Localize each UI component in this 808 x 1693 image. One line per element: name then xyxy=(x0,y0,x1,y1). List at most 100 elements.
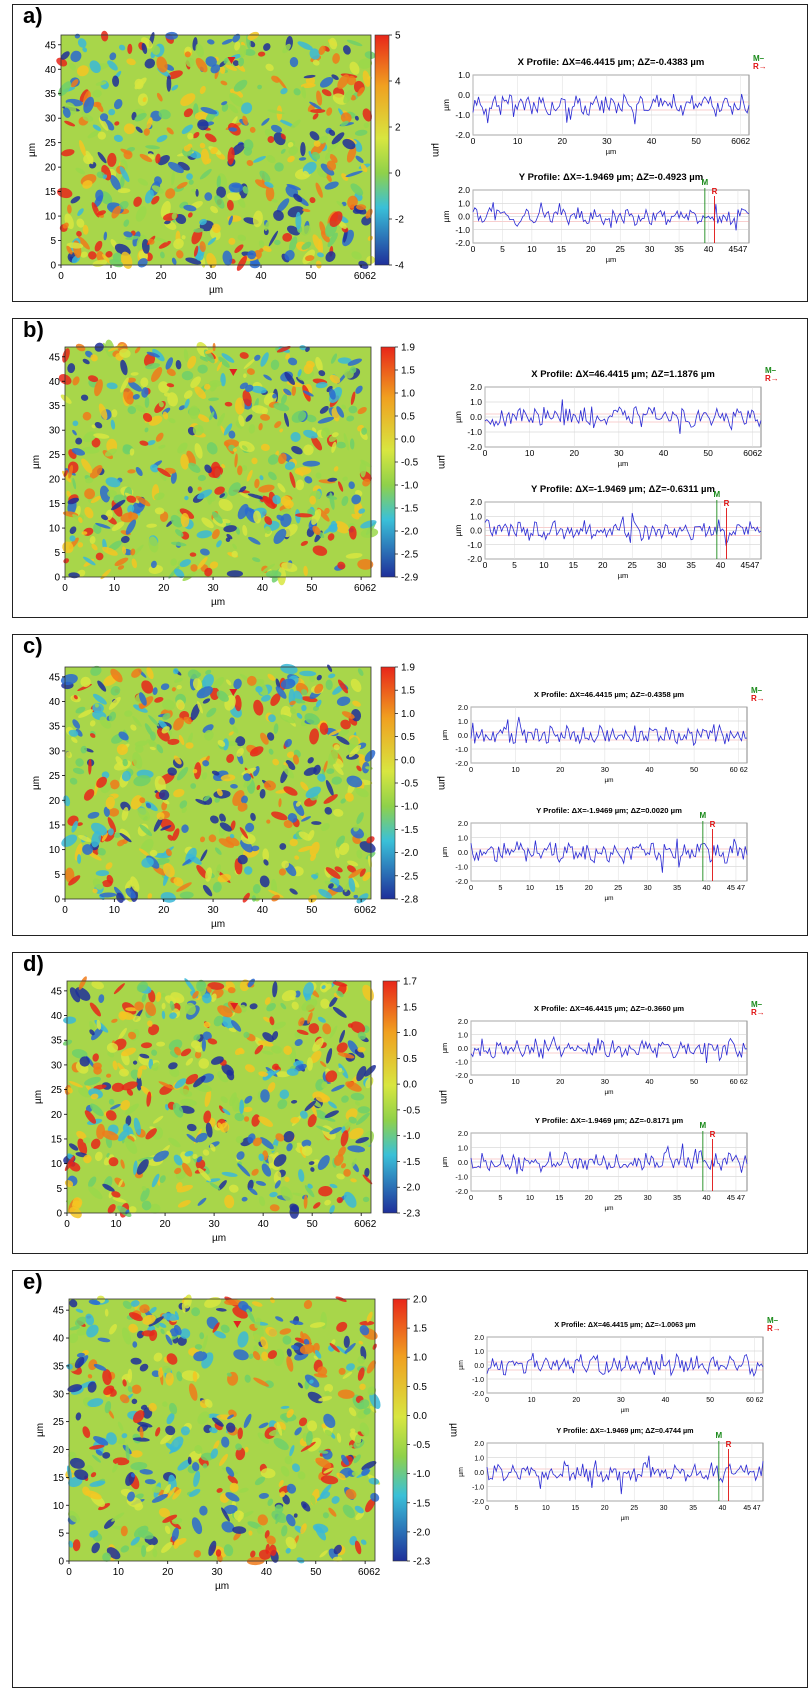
profile-y-tick-label: -1.0 xyxy=(472,1377,484,1384)
profile-y-tick-label: 1.0 xyxy=(458,1031,468,1040)
profile-x-tick-label: 4547 xyxy=(728,244,747,254)
map-y-axis-label: µm xyxy=(31,776,42,790)
map-x-tick-label: 40 xyxy=(257,905,269,916)
profile-y-axis-label: µm xyxy=(440,847,449,857)
colorbar-label: µm xyxy=(438,1090,449,1104)
profile-x-tick-label: 35 xyxy=(686,560,696,570)
profile-marker-icon xyxy=(229,369,238,376)
profile-y-tick-label: 1.0 xyxy=(458,198,470,208)
profile-x-tick-label: 10 xyxy=(526,883,534,892)
profile-y-axis-label: µm xyxy=(440,1043,449,1053)
profile-y-tick-label: -2.0 xyxy=(455,238,470,248)
profile-y-tick-label: 2.0 xyxy=(474,1441,484,1448)
profile-x-tick-label: 30 xyxy=(657,560,667,570)
map-x-tick-label: 20 xyxy=(158,583,170,594)
profile-y-tick-label: 2.0 xyxy=(470,382,482,392)
map-y-tick-label: 20 xyxy=(49,475,61,486)
map-x-tick-label: 50 xyxy=(305,271,317,282)
colorbar-tick-label: -2.5 xyxy=(401,871,419,882)
x-profile-plot: X Profile: ΔX=46.4415 µm; ΔZ=1.1876 µm 2.… xyxy=(453,366,779,468)
r-cursor-label: R xyxy=(712,187,718,196)
map-y-tick-label: 40 xyxy=(45,65,57,76)
map-y-tick-label: 35 xyxy=(49,722,61,733)
colorbar-tick-label: 5 xyxy=(395,31,401,42)
colorbar-tick-label: 2 xyxy=(395,123,401,134)
map-y-tick-label: 0 xyxy=(56,1209,62,1220)
profile-x-tick-label: 10 xyxy=(528,1397,536,1404)
colorbar-tick-label: 0 xyxy=(395,169,401,180)
profile-line xyxy=(470,838,748,873)
map-y-tick-label: 30 xyxy=(49,746,61,757)
profile-x-tick-label: 0 xyxy=(471,136,476,146)
profile-x-tick-label: 20 xyxy=(598,560,608,570)
map-y-tick-label: 5 xyxy=(56,1184,62,1195)
map-y-tick-label: 0 xyxy=(50,261,56,272)
colorbar-tick-label: -1.0 xyxy=(413,1469,431,1480)
colorbar-tick-label: 1.0 xyxy=(413,1353,427,1364)
map-y-tick-label: 15 xyxy=(45,187,57,198)
panel-figure: 0 10 20 30 40 50 6062051015202530354045µmµm1.9… xyxy=(31,339,779,608)
surface-map-frame xyxy=(68,1298,376,1562)
y-profile-title: Y Profile: ΔX=-1.9469 µm; ΔZ=0.0020 µm xyxy=(536,806,682,815)
profile-x-tick-label: 20 xyxy=(556,765,564,774)
profile-line xyxy=(470,1143,748,1175)
colorbar-tick-label: -2.5 xyxy=(401,550,419,561)
profile-x-tick-label: 60 62 xyxy=(730,765,748,774)
legend-m: M– xyxy=(767,1316,779,1325)
profile-y-tick-label: 1.0 xyxy=(458,70,470,80)
profile-y-tick-label: 2.0 xyxy=(458,703,468,712)
profile-line xyxy=(470,716,748,747)
profile-x-tick-label: 5 xyxy=(515,1505,519,1512)
profile-x-tick-label: 15 xyxy=(557,244,567,254)
map-y-tick-label: 15 xyxy=(51,1134,63,1145)
map-y-tick-label: 0 xyxy=(54,895,60,906)
profile-x-tick-label: 10 xyxy=(525,448,535,458)
profile-y-tick-label: 0.0 xyxy=(458,731,468,740)
profile-y-tick-label: -1.0 xyxy=(455,110,470,120)
map-y-tick-label: 20 xyxy=(51,1110,63,1121)
map-x-axis-label: µm xyxy=(212,1233,226,1244)
surface-texture xyxy=(60,663,376,904)
colorbar xyxy=(382,980,398,1214)
map-x-tick-label: 40 xyxy=(255,271,267,282)
profile-x-tick-label: 30 xyxy=(617,1397,625,1404)
map-x-tick-label: 10 xyxy=(110,1219,122,1230)
profile-x-tick-label: 20 xyxy=(585,883,593,892)
profile-y-tick-label: 0.0 xyxy=(458,90,470,100)
map-x-tick-label: 10 xyxy=(105,271,117,282)
profile-y-tick-label: -2.0 xyxy=(467,554,482,564)
profile-x-tick-label: 40 xyxy=(719,1505,727,1512)
surface-texture xyxy=(56,30,376,271)
x-profile-plot: X Profile: ΔX=46.4415 µm; ΔZ=-0.3660 µm 2… xyxy=(440,1000,765,1096)
map-x-tick-label: 30 xyxy=(205,271,217,282)
surface-texture xyxy=(58,339,379,586)
profile-y-tick-label: 1.0 xyxy=(470,397,482,407)
profile-x-tick-label: 10 xyxy=(513,136,523,146)
profile-x-tick-label: 15 xyxy=(569,560,579,570)
map-x-tick-label: 20 xyxy=(155,271,167,282)
surface-map xyxy=(62,976,376,1219)
colorbar-tick-label: 1.9 xyxy=(401,343,415,354)
profile-x-tick-label: 5 xyxy=(512,560,517,570)
surface-map-frame xyxy=(64,346,372,578)
x-profile-plot: X Profile: ΔX=46.4415 µm; ΔZ=-1.0063 µm 2… xyxy=(458,1316,781,1414)
map-x-tick-label: 0 xyxy=(58,271,64,282)
colorbar-tick-label: -1.0 xyxy=(401,481,419,492)
profile-y-tick-label: 1.0 xyxy=(470,511,482,521)
profile-x-tick-label: 40 xyxy=(716,560,726,570)
profile-y-tick-label: 0.0 xyxy=(458,1044,468,1053)
colorbar-tick-label: 1.0 xyxy=(401,389,415,400)
profile-x-tick-label: 0 xyxy=(471,244,476,254)
profile-x-tick-label: 30 xyxy=(601,1077,609,1086)
profile-x-tick-label: 35 xyxy=(673,1193,681,1202)
panel-c: c) 0 10 20 30 40 50 6062 0 5 10 15 20 25 30 35 40 45 µm µm… xyxy=(12,633,808,936)
colorbar-tick-label: -1.0 xyxy=(403,1131,421,1142)
profile-y-tick-label: 1.0 xyxy=(474,1349,484,1356)
profile-x-tick-label: 0 xyxy=(469,883,473,892)
y-profile-plot: Y Profile: ΔX=-1.9469 µm; ΔZ=0.0020 µm 2.… xyxy=(440,806,748,902)
surface-map xyxy=(60,663,376,904)
map-y-tick-label: 20 xyxy=(49,796,61,807)
map-x-tick-label: 50 xyxy=(310,1567,322,1578)
profile-x-tick-label: 0 xyxy=(485,1397,489,1404)
profile-x-tick-label: 20 xyxy=(586,244,596,254)
